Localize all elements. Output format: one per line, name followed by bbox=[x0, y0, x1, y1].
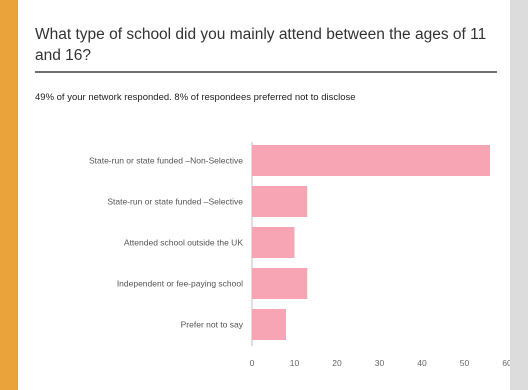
category-label-4: Independent or fee-paying school bbox=[117, 279, 243, 289]
x-tick-label: 30 bbox=[375, 358, 385, 368]
response-summary: 49% of your network responded. 8% of res… bbox=[35, 92, 356, 103]
category-label-1: State-run or state funded –Non-Selective bbox=[89, 156, 243, 166]
category-label-2: State-run or state funded –Selective bbox=[107, 197, 243, 207]
bar-5 bbox=[252, 309, 286, 340]
x-tick-label: 60 bbox=[502, 358, 510, 368]
x-tick-label: 0 bbox=[250, 358, 255, 368]
x-tick-label: 40 bbox=[417, 358, 427, 368]
poll-card: What type of school did you mainly atten… bbox=[18, 0, 510, 390]
right-edge-strip bbox=[510, 0, 528, 390]
question-title: What type of school did you mainly atten… bbox=[35, 26, 487, 64]
bar-3 bbox=[252, 227, 295, 258]
title-divider bbox=[35, 71, 497, 73]
bar-4 bbox=[252, 268, 308, 299]
bar-2 bbox=[252, 186, 308, 217]
category-label-3: Attended school outside the UK bbox=[124, 238, 243, 248]
bar-1 bbox=[252, 145, 490, 176]
results-bar-chart: State-run or state funded –Non-Selective… bbox=[89, 142, 510, 368]
category-label-5: Prefer not to say bbox=[181, 320, 244, 330]
x-tick-label: 20 bbox=[332, 358, 342, 368]
x-tick-label: 50 bbox=[460, 358, 470, 368]
x-tick-label: 10 bbox=[290, 358, 300, 368]
